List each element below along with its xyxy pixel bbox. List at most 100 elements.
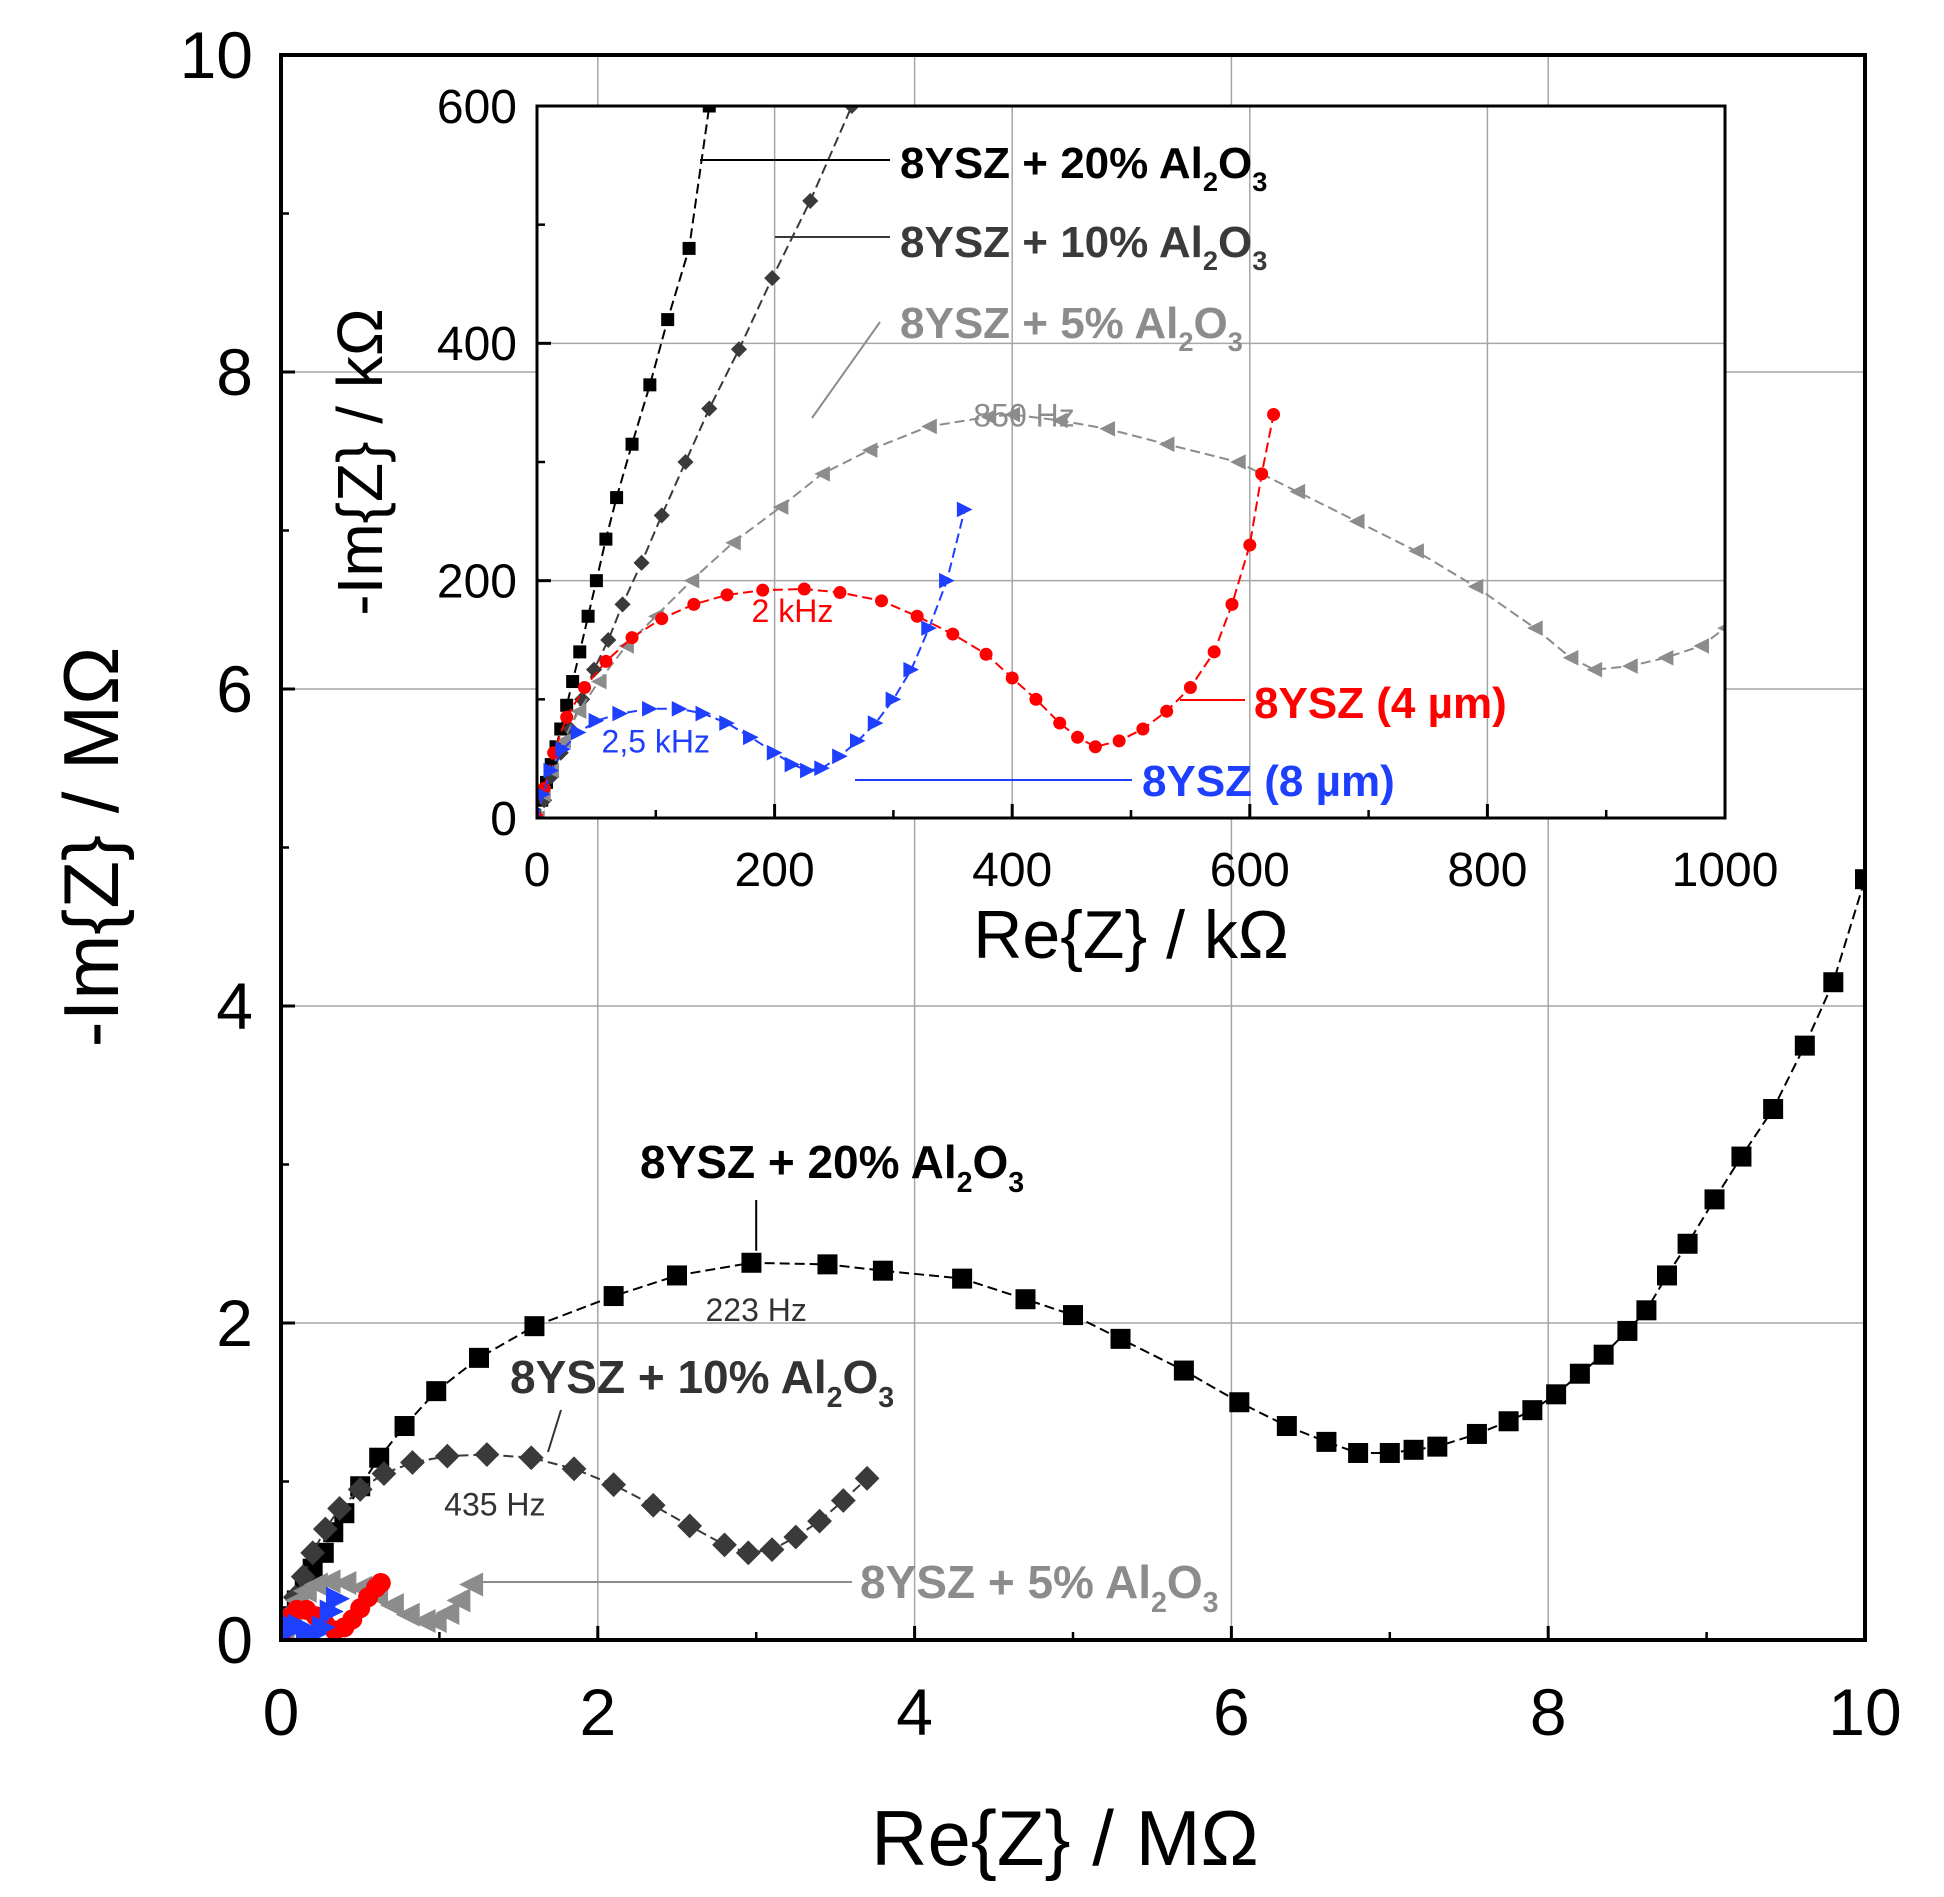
inset-y-tick-label: 0 <box>490 793 517 846</box>
main-data-point <box>1427 1436 1448 1457</box>
main-data-point <box>817 1254 838 1275</box>
main-x-tick-label: 0 <box>263 1675 300 1749</box>
inset-data-point <box>832 748 848 765</box>
main-data-point <box>469 1347 489 1368</box>
main-label-10pct: 8YSZ + 10% Al2O3 <box>510 1351 894 1414</box>
inset-data-point <box>1348 513 1365 530</box>
main-data-point <box>854 1465 880 1491</box>
inset-data-point <box>1183 680 1197 694</box>
inset-data-point <box>653 507 670 524</box>
inset-data-point <box>903 661 920 678</box>
main-data-point <box>311 1615 336 1640</box>
inset-data-point <box>1029 692 1043 706</box>
inset-data-point <box>1136 722 1150 736</box>
inset-data-point <box>578 680 592 694</box>
main-data-point <box>1677 1233 1698 1254</box>
inset-data-point <box>980 409 997 425</box>
main-y-tick-label: 10 <box>180 18 253 92</box>
main-data-point <box>446 1588 471 1613</box>
inset-data-point <box>1693 638 1710 654</box>
inset-data-point <box>560 710 574 724</box>
main-y-axis-label: -Im{Z} / MΩ <box>47 647 135 1048</box>
inset-data-point <box>625 437 639 451</box>
inset-y-tick-label: 600 <box>437 81 517 134</box>
inset-legend-label: 8YSZ (4 µm) <box>1254 679 1507 728</box>
main-series-0 <box>281 869 1865 1640</box>
inset-data-point <box>570 703 587 719</box>
main-data-point <box>434 1443 460 1469</box>
main-y-tick-label: 6 <box>216 652 253 726</box>
inset-data-point <box>1099 420 1116 437</box>
main-data-point <box>400 1450 425 1475</box>
inset-data-point <box>570 724 587 741</box>
inset-data-point <box>814 466 830 482</box>
inset-data-point <box>560 698 574 712</box>
main-data-point <box>1466 1423 1487 1444</box>
inset-data-point <box>1586 661 1603 678</box>
inset-annotations: 850 Hz 2 kHz 2,5 kHz <box>602 397 1075 759</box>
inset-data-point <box>589 574 603 588</box>
inset-data-point <box>655 612 669 626</box>
main-data-point <box>1617 1320 1638 1341</box>
main-axes: 0 2 4 6 8 10 0 2 4 6 8 10 <box>180 18 1902 1749</box>
main-frequency-annotation: 435 Hz <box>444 1487 545 1523</box>
main-data-point <box>303 1572 328 1597</box>
inset-data-point <box>599 532 613 546</box>
main-data-point <box>1731 1146 1752 1167</box>
inset-data-point <box>1004 406 1020 423</box>
main-data-point <box>1063 1305 1083 1326</box>
inset-data-point <box>1160 704 1174 718</box>
inset-data-point <box>642 701 658 717</box>
inset-data-point <box>797 582 811 596</box>
main-data-point <box>435 1601 460 1626</box>
inset-data-point <box>600 631 617 649</box>
inset-y-tick-label: 400 <box>437 318 517 371</box>
inset-data-point <box>612 705 628 722</box>
main-y-tick-label: 2 <box>216 1286 253 1360</box>
main-data-point <box>830 1488 856 1513</box>
inset-series-3 <box>537 408 1281 818</box>
main-data-point <box>319 1599 344 1624</box>
main-data-point <box>1546 1384 1567 1405</box>
inset-x-tick-label: 800 <box>1447 844 1527 897</box>
main-label-20pct: 8YSZ + 20% Al2O3 <box>640 1136 1024 1199</box>
main-data-point <box>1794 1035 1815 1056</box>
inset-x-tick-label: 600 <box>1210 844 1290 897</box>
main-data-point <box>1110 1328 1131 1349</box>
inset-legend-label: 8YSZ (8 µm) <box>1142 757 1395 806</box>
inset-data-point <box>1267 408 1281 422</box>
main-data-point <box>316 1569 341 1594</box>
inset-data-point <box>885 691 902 708</box>
main-data-point <box>1379 1442 1400 1463</box>
inset-data-point <box>800 762 816 779</box>
main-data-point <box>326 1586 351 1611</box>
inset-data-point <box>772 499 789 515</box>
inset-data-point <box>979 647 993 661</box>
inset-data-point <box>720 588 734 602</box>
main-data-point <box>783 1524 809 1550</box>
inset-background <box>537 106 1725 818</box>
inset-data-point <box>1622 658 1638 674</box>
inset-data-point <box>1158 436 1175 452</box>
inset-data-point <box>537 787 551 802</box>
inset-data-point <box>1005 671 1019 685</box>
main-data-point <box>1173 1360 1194 1381</box>
main-data-point <box>332 1570 357 1595</box>
main-data-point <box>872 1260 893 1281</box>
inset-data-point <box>1053 716 1067 730</box>
inset-frequency-annotation: 850 Hz <box>973 397 1074 433</box>
inset-data-point <box>939 572 955 589</box>
inset-x-tick-label: 1000 <box>1672 844 1779 897</box>
main-data-point <box>677 1513 703 1539</box>
inset-data-point <box>683 572 700 589</box>
inset-data-point <box>875 594 889 608</box>
inset-data-point <box>1255 467 1269 481</box>
inset-data-point <box>614 596 631 613</box>
inset-x-tick-label: 400 <box>972 844 1052 897</box>
inset-data-point <box>756 583 770 597</box>
inset-data-point <box>946 627 960 641</box>
main-data-point <box>1015 1289 1036 1310</box>
main-annotations: 223 Hz 435 Hz 8YSZ + 20% Al2O3 8YSZ + 10% A… <box>444 1136 1218 1619</box>
main-y-tick-label: 4 <box>216 969 253 1043</box>
main-x-axis-label: Re{Z} / MΩ <box>871 1794 1259 1882</box>
